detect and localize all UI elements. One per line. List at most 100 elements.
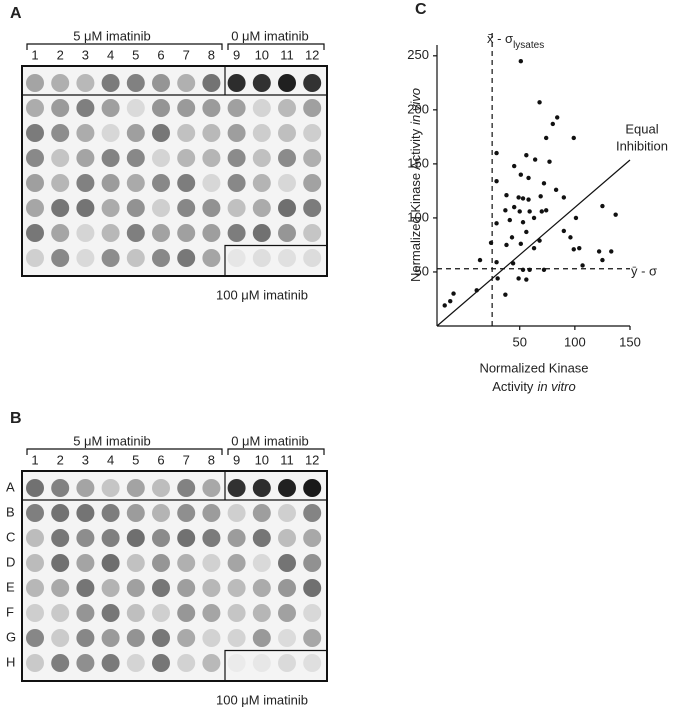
point <box>524 153 529 158</box>
well <box>126 124 145 142</box>
bracket <box>26 43 223 50</box>
well <box>126 504 145 522</box>
column-label: 2 <box>57 47 64 62</box>
well <box>177 174 196 192</box>
point <box>503 292 508 297</box>
well <box>303 99 322 117</box>
well <box>126 604 145 622</box>
well <box>76 124 95 142</box>
point <box>543 208 549 213</box>
well <box>26 629 44 647</box>
well <box>76 99 95 117</box>
bracket <box>26 448 223 455</box>
well <box>101 174 120 192</box>
well <box>26 604 44 622</box>
well <box>126 74 145 92</box>
well <box>101 479 120 497</box>
well <box>101 199 120 217</box>
point <box>561 228 567 234</box>
well <box>202 529 221 547</box>
well <box>152 224 170 242</box>
x-label-italic: in vitro <box>537 379 575 394</box>
point <box>520 267 526 272</box>
well <box>126 654 145 672</box>
well <box>227 249 246 267</box>
column-label: 5 <box>132 452 139 467</box>
point <box>504 193 509 198</box>
well <box>303 654 322 672</box>
well <box>101 99 120 117</box>
panel-label: C <box>415 1 427 18</box>
well <box>303 249 322 267</box>
well <box>26 74 44 92</box>
column-label: 4 <box>107 452 114 467</box>
well <box>76 74 95 92</box>
well <box>252 529 271 547</box>
well <box>303 149 322 167</box>
well <box>101 149 120 167</box>
point <box>571 247 576 252</box>
well <box>227 579 246 597</box>
row-label: F <box>6 604 14 619</box>
point <box>600 203 605 209</box>
well <box>202 504 221 522</box>
well <box>101 504 120 522</box>
well <box>227 74 246 92</box>
well <box>26 199 44 217</box>
well <box>26 654 44 672</box>
well <box>278 99 296 117</box>
point <box>609 249 614 254</box>
point <box>527 209 532 214</box>
well <box>51 249 70 267</box>
well <box>76 479 95 497</box>
well <box>26 479 44 497</box>
bottom-label: 100 μM imatinib <box>216 287 308 302</box>
well <box>303 529 322 547</box>
well <box>51 99 70 117</box>
point <box>518 172 524 177</box>
well <box>51 74 70 92</box>
well <box>101 224 120 242</box>
well <box>101 654 120 672</box>
well <box>76 604 95 622</box>
well <box>252 99 271 117</box>
column-label: 7 <box>183 47 190 62</box>
well <box>252 249 271 267</box>
well <box>252 149 271 167</box>
well <box>278 224 296 242</box>
point <box>448 298 453 304</box>
point <box>516 276 521 281</box>
point <box>507 217 512 223</box>
well <box>202 249 221 267</box>
well <box>227 99 246 117</box>
well <box>152 74 170 92</box>
well <box>278 604 296 622</box>
column-label: 3 <box>82 452 89 467</box>
row-label: E <box>6 579 15 594</box>
point <box>571 135 576 141</box>
scatter-chart: C Normalized Kinase Activity in vivo Norm… <box>407 1 668 394</box>
well <box>303 224 322 242</box>
well <box>177 529 196 547</box>
point <box>539 209 544 214</box>
well <box>177 554 196 572</box>
well <box>152 579 170 597</box>
point <box>555 115 560 120</box>
column-label: 1 <box>31 452 38 467</box>
well <box>252 579 271 597</box>
point <box>518 59 524 64</box>
well <box>152 504 170 522</box>
point <box>510 261 516 266</box>
column-label: 5 <box>132 47 139 62</box>
well <box>202 579 221 597</box>
panel-label: A <box>10 5 22 22</box>
annotation-sub: lysates <box>513 40 544 51</box>
well <box>252 479 271 497</box>
well <box>26 529 44 547</box>
annotation: x̄ - σlysates <box>487 31 544 50</box>
well <box>126 174 145 192</box>
column-label: 10 <box>255 452 269 467</box>
x-axis-label: Normalized Kinase <box>479 360 588 375</box>
well <box>51 224 70 242</box>
point <box>518 241 524 247</box>
